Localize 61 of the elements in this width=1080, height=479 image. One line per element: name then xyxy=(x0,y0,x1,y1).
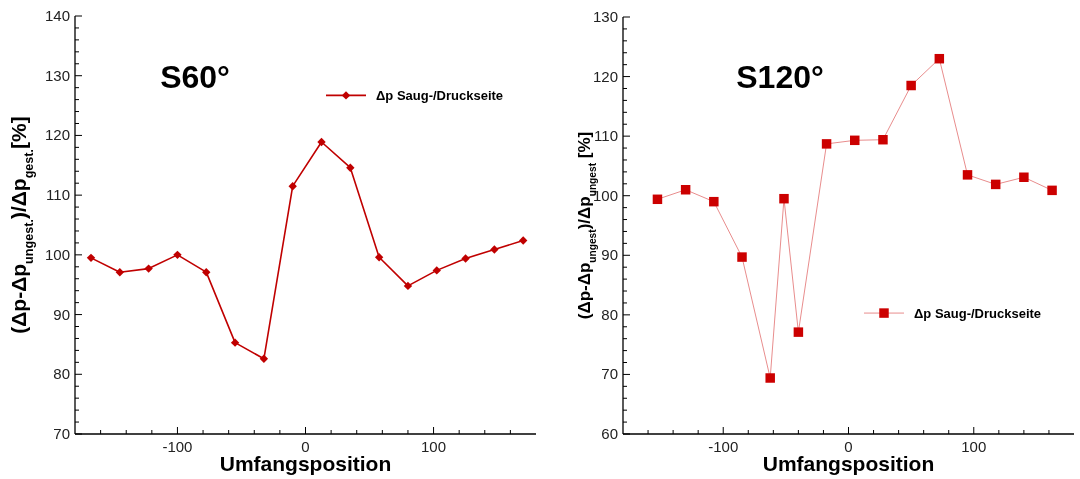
y-tick-label: 90 xyxy=(601,246,618,264)
y-tick-label: 70 xyxy=(53,425,70,442)
x-tick-label: 100 xyxy=(421,438,447,455)
point xyxy=(202,267,211,277)
y-tick-label: 60 xyxy=(601,425,618,442)
text: S120° xyxy=(736,59,824,95)
point xyxy=(173,250,182,260)
point xyxy=(432,266,441,275)
point xyxy=(962,170,973,180)
point xyxy=(652,194,663,205)
legend-label: Δp Saug-/Druckseite xyxy=(376,88,504,104)
point xyxy=(1019,172,1029,182)
x-tick-label: 100 xyxy=(961,438,987,455)
point xyxy=(680,185,691,195)
x-tick-label: -100 xyxy=(162,438,193,455)
point xyxy=(86,253,96,263)
x-axis-title: Umfangsposition xyxy=(762,452,935,475)
point xyxy=(793,327,804,337)
y-tick-label: 110 xyxy=(46,186,70,204)
y-tick-label: 120 xyxy=(592,67,618,85)
point xyxy=(709,196,719,207)
point xyxy=(765,373,775,383)
point xyxy=(115,267,125,277)
point xyxy=(1047,185,1057,196)
legend-label: Δp Saug-/Druckseite xyxy=(914,306,1042,322)
y-tick-label: 140 xyxy=(44,7,70,24)
point xyxy=(230,338,240,347)
y-tick-label: 100 xyxy=(44,245,70,263)
y-tick-label: 130 xyxy=(592,8,618,25)
point xyxy=(737,252,747,262)
point xyxy=(850,135,860,146)
point xyxy=(317,137,326,147)
y-tick-label: 80 xyxy=(53,365,70,383)
point xyxy=(779,193,789,204)
y-tick-label: 70 xyxy=(601,365,618,383)
point xyxy=(461,254,470,263)
x-axis-title: Umfangsposition xyxy=(219,452,392,475)
legend: Δp Saug-/Druckseite xyxy=(863,306,1042,322)
legend: Δp Saug-/Druckseite xyxy=(325,88,504,104)
point xyxy=(403,281,413,291)
y-tick-label: 90 xyxy=(53,305,70,323)
y-tick-label: 110 xyxy=(594,127,618,145)
point xyxy=(144,264,153,273)
point xyxy=(374,253,384,262)
y-tick-label: 80 xyxy=(601,305,618,323)
point xyxy=(346,163,355,172)
point xyxy=(990,179,1001,190)
y-tick-label: 120 xyxy=(44,126,70,144)
y-tick-label: 130 xyxy=(44,66,70,84)
point xyxy=(259,354,269,363)
point xyxy=(821,139,832,149)
point xyxy=(906,80,916,91)
point xyxy=(934,53,945,64)
point xyxy=(490,245,499,254)
x-tick-label: 0 xyxy=(844,438,853,455)
point xyxy=(518,236,528,245)
text: S60° xyxy=(160,59,230,95)
point xyxy=(878,134,888,145)
point xyxy=(288,181,297,191)
x-tick-label: 0 xyxy=(301,438,310,455)
x-tick-label: -100 xyxy=(708,438,739,455)
